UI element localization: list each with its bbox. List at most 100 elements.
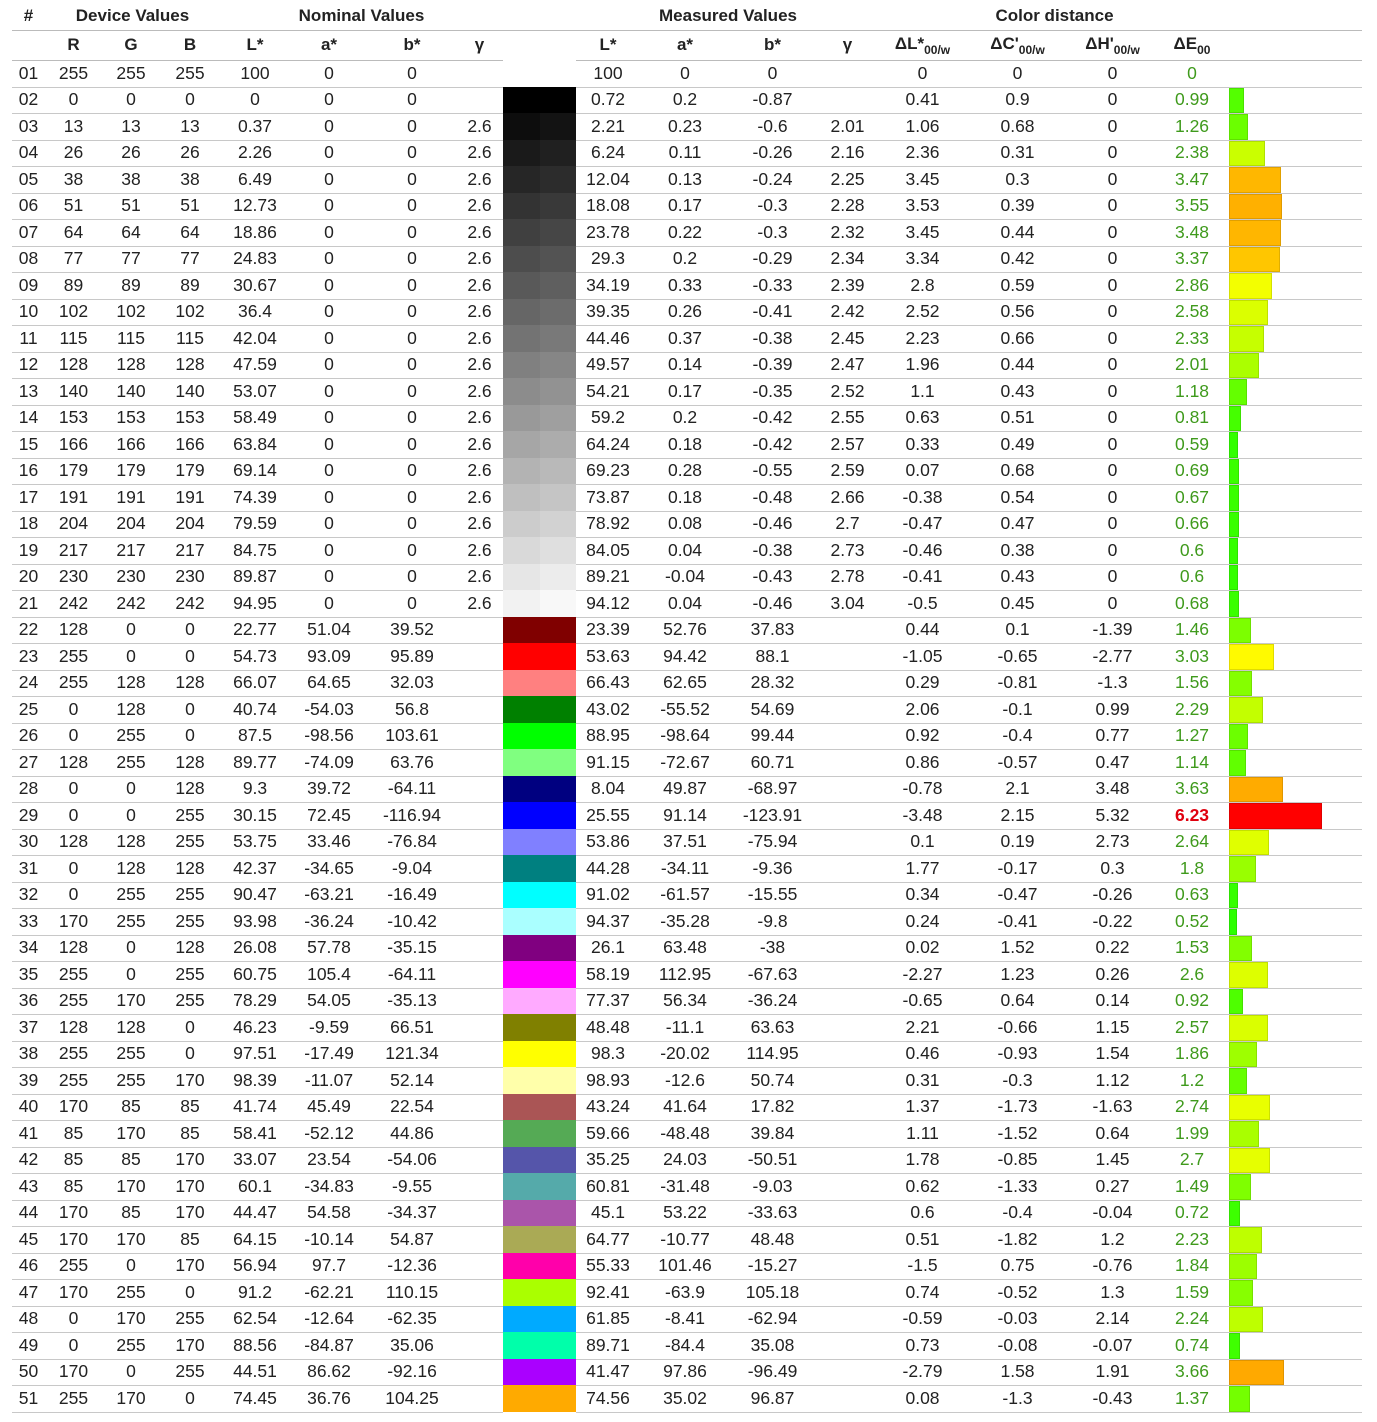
row-divider [576, 1120, 1362, 1121]
delta-l: -2.79 [902, 1361, 943, 1382]
table-row: 14 153 153 153 58.49 0 0 2.6 59.2 0.2 -0.42 2.55 0.6… [12, 404, 1362, 431]
delta-c: -1.52 [997, 1122, 1038, 1143]
row-divider [12, 1226, 503, 1227]
measured-swatch [539, 113, 576, 140]
row-number: 35 [18, 963, 39, 984]
swatch [503, 1279, 576, 1306]
nominal-swatch [503, 298, 540, 325]
row-divider [576, 457, 1362, 459]
device-g: 0 [126, 645, 136, 666]
delta-e-bar [1229, 1359, 1362, 1385]
delta-l: -1.5 [907, 1255, 938, 1276]
nominal-swatch [503, 1199, 540, 1226]
delta-e: 2.23 [1174, 1228, 1210, 1249]
measured-l: 29.3 [590, 248, 626, 269]
delta-e: 1.46 [1174, 619, 1210, 640]
delta-e: 2.74 [1174, 1096, 1210, 1117]
measured-b: -0.55 [752, 460, 793, 481]
row-divider [12, 934, 503, 936]
row-divider [12, 1173, 503, 1174]
nominal-swatch [503, 563, 540, 590]
nominal-l: 41.74 [233, 1096, 277, 1117]
device-r: 0 [68, 884, 79, 905]
swatch [503, 1358, 576, 1385]
nominal-b: -35.13 [387, 990, 437, 1011]
nominal-a: 105.4 [307, 963, 351, 984]
row-number: 45 [18, 1228, 39, 1249]
measured-b: -15.55 [747, 884, 798, 905]
measured-a: -34.11 [660, 857, 710, 878]
measured-a: -10.77 [660, 1228, 710, 1249]
nominal-a: 0 [324, 274, 334, 295]
measured-l: 61.85 [586, 1308, 630, 1329]
nominal-gamma: 2.6 [467, 486, 492, 507]
delta-h: 5.32 [1095, 804, 1130, 825]
swatch [503, 351, 576, 378]
nominal-b: 0 [407, 142, 417, 163]
row-divider [576, 855, 1362, 856]
table-row: 01 255 255 255 100 0 0 100 0 0 0 0 0 0 [12, 60, 1362, 87]
delta-e-bar [1229, 1094, 1362, 1120]
device-g: 85 [121, 1149, 141, 1170]
device-b: 255 [175, 804, 205, 825]
nominal-swatch [503, 1173, 540, 1200]
measured-b: -96.49 [747, 1361, 798, 1382]
swatch [503, 669, 576, 696]
table-row: 11 115 115 115 42.04 0 0 2.6 44.46 0.37 -0.38 2.45 2… [12, 325, 1362, 352]
table-row: 17 191 191 191 74.39 0 0 2.6 73.87 0.18 -0.48 2.66 -… [12, 484, 1362, 511]
nominal-a: 0 [324, 433, 334, 454]
measured-a: 101.46 [658, 1255, 712, 1276]
table-row: 16 179 179 179 69.14 0 0 2.6 69.23 0.28 -0.55 2.59 0… [12, 457, 1362, 484]
delta-e: 1.37 [1174, 1387, 1210, 1408]
delta-e-bar [1229, 776, 1362, 802]
delta-e: 1.53 [1174, 937, 1210, 958]
delta-e-bar [1229, 1041, 1362, 1067]
nominal-l: 30.67 [233, 274, 277, 295]
device-g: 255 [116, 1069, 146, 1090]
measured-l: 64.24 [586, 433, 630, 454]
measured-l: 23.78 [586, 221, 630, 242]
device-g: 128 [116, 354, 146, 375]
row-number: 03 [18, 115, 39, 136]
device-r: 0 [68, 778, 79, 799]
delta-l: -2.27 [902, 963, 943, 984]
col-nominal-l: L* [246, 35, 264, 54]
device-r: 0 [68, 698, 79, 719]
delta-l: -1.05 [902, 645, 943, 666]
delta-h: -0.07 [1092, 1334, 1133, 1355]
device-r: 170 [58, 1096, 89, 1117]
nominal-gamma: 2.6 [467, 566, 492, 587]
nominal-l: 30.15 [233, 804, 277, 825]
delta-e-bar [1229, 908, 1362, 935]
device-r: 77 [63, 248, 84, 269]
measured-a: -12.6 [665, 1069, 705, 1090]
delta-l: -0.41 [902, 566, 943, 587]
delta-c: -0.81 [997, 672, 1038, 693]
delta-l: 2.52 [905, 301, 940, 322]
col-measured-gamma: γ [842, 35, 853, 54]
delta-e-bar [1229, 644, 1275, 670]
swatch [503, 60, 576, 87]
device-b: 0 [185, 1281, 195, 1302]
delta-c: 0.59 [1000, 274, 1035, 295]
nominal-gamma: 2.6 [467, 407, 492, 428]
device-g: 128 [116, 857, 146, 878]
measured-swatch [539, 1305, 576, 1332]
row-divider [576, 802, 1362, 803]
device-g: 51 [121, 195, 141, 216]
delta-e-bar [1229, 1306, 1263, 1332]
delta-e-bar [1229, 1068, 1247, 1094]
nominal-b: 0 [407, 301, 417, 322]
delta-e: 2.6 [1179, 963, 1205, 984]
delta-e-bar [1229, 1120, 1362, 1147]
measured-l: 78.92 [586, 513, 630, 534]
nominal-a: 0 [324, 486, 334, 507]
delta-e: 1.14 [1174, 751, 1210, 772]
measured-l: 6.24 [590, 142, 626, 163]
delta-e-bar [1229, 352, 1362, 378]
measured-l: 25.55 [586, 804, 630, 825]
nominal-l: 40.74 [233, 698, 277, 719]
delta-l: -0.78 [902, 778, 943, 799]
device-r: 255 [58, 672, 89, 693]
nominal-b: -64.11 [387, 963, 437, 984]
